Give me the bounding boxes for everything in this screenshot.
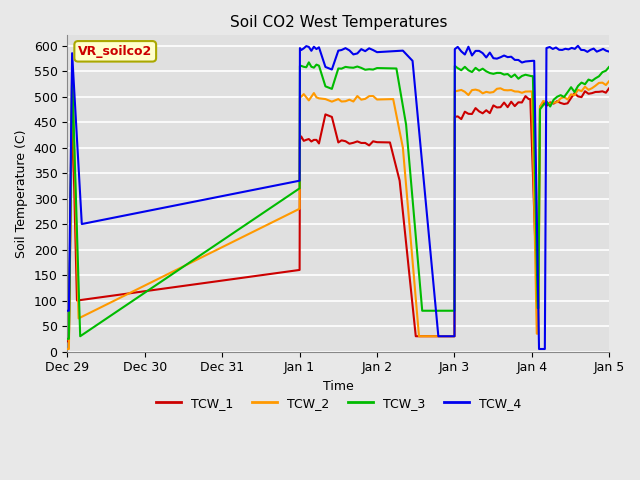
TCW_3 <box>373 65 381 71</box>
TCW_2 <box>389 96 397 102</box>
TCW_2 <box>63 346 71 352</box>
TCW_4 <box>328 67 336 72</box>
TCW_1 <box>451 114 459 120</box>
TCW_3 <box>305 60 313 65</box>
TCW_4 <box>574 43 582 48</box>
Line: TCW_1: TCW_1 <box>67 88 609 341</box>
TCW_2 <box>493 86 500 92</box>
TCW_2 <box>605 78 613 84</box>
TCW_3 <box>392 66 400 72</box>
TCW_2 <box>68 63 76 69</box>
TCW_4 <box>373 49 381 55</box>
TCW_3 <box>605 64 613 70</box>
TCW_2 <box>461 89 468 95</box>
TCW_3 <box>335 66 342 72</box>
TCW_4 <box>369 47 377 53</box>
TCW_1 <box>605 85 613 91</box>
TCW_4 <box>605 49 613 55</box>
TCW_1 <box>373 139 381 145</box>
TCW_3 <box>493 70 500 76</box>
Legend: TCW_1, TCW_2, TCW_3, TCW_4: TCW_1, TCW_2, TCW_3, TCW_4 <box>150 392 526 415</box>
TCW_4 <box>458 48 465 54</box>
Line: TCW_2: TCW_2 <box>67 66 609 349</box>
Text: VR_soilco2: VR_soilco2 <box>78 45 152 58</box>
TCW_4 <box>63 308 71 313</box>
TCW_2 <box>373 96 381 102</box>
TCW_2 <box>335 96 342 102</box>
TCW_1 <box>458 116 465 122</box>
TCW_1 <box>369 138 377 144</box>
Y-axis label: Soil Temperature (C): Soil Temperature (C) <box>15 129 28 258</box>
TCW_2 <box>454 88 461 94</box>
TCW_3 <box>461 64 468 70</box>
Title: Soil CO2 West Temperatures: Soil CO2 West Temperatures <box>230 15 447 30</box>
TCW_4 <box>451 46 459 52</box>
TCW_3 <box>63 336 71 342</box>
TCW_1 <box>328 114 336 120</box>
TCW_3 <box>454 65 461 71</box>
TCW_4 <box>490 55 497 61</box>
TCW_4 <box>535 346 543 352</box>
TCW_1 <box>63 338 71 344</box>
Line: TCW_3: TCW_3 <box>67 62 609 339</box>
X-axis label: Time: Time <box>323 380 354 393</box>
TCW_1 <box>490 103 497 108</box>
Line: TCW_4: TCW_4 <box>67 46 609 349</box>
